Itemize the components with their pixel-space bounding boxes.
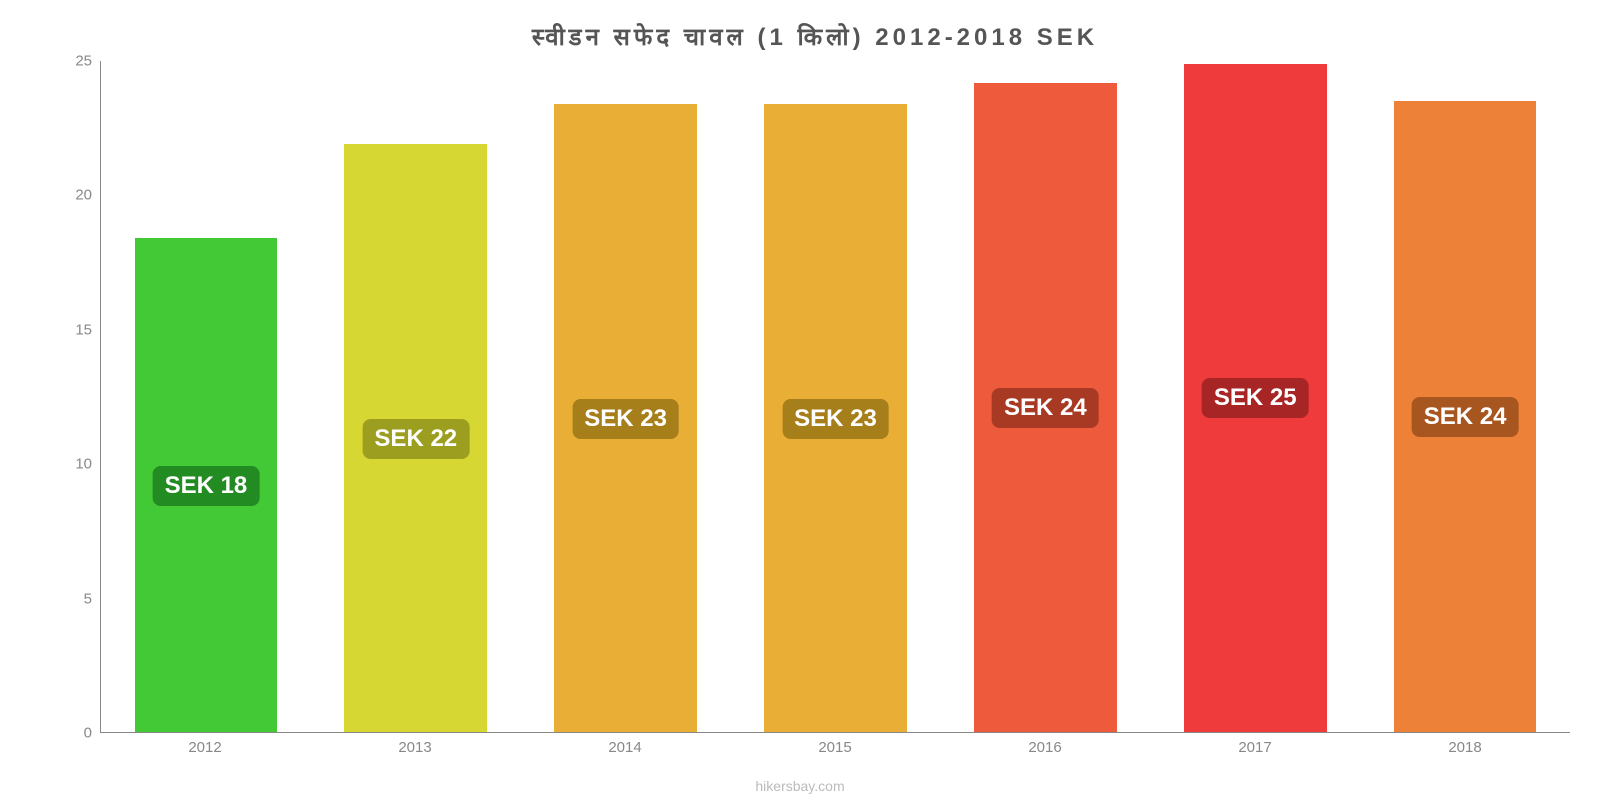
bar: SEK 23 <box>764 104 907 733</box>
bar-value-label: SEK 18 <box>153 466 260 506</box>
x-tick-label: 2013 <box>310 739 520 756</box>
x-tick-label: 2018 <box>1360 739 1570 756</box>
x-axis-labels: 2012201320142015201620172018 <box>100 733 1570 761</box>
bar-slot: SEK 24 <box>1360 61 1570 733</box>
x-tick-label: 2014 <box>520 739 730 756</box>
y-tick-label: 25 <box>75 53 92 70</box>
chart-container: स्वीडन सफेद चावल (1 किलो) 2012-2018 SEK … <box>0 0 1600 800</box>
bars-area: SEK 18 SEK 22 SEK 23 SEK 23 SEK 24 SEK 25 SEK … <box>100 61 1570 733</box>
y-tick-label: 10 <box>75 456 92 473</box>
x-tick-label: 2015 <box>730 739 940 756</box>
bar-slot: SEK 24 <box>940 61 1150 733</box>
x-tick-label: 2012 <box>100 739 310 756</box>
y-tick-label: 20 <box>75 187 92 204</box>
y-tick-label: 0 <box>84 725 92 742</box>
bar: SEK 25 <box>1184 64 1327 733</box>
bar-value-label: SEK 23 <box>782 399 889 439</box>
bar-value-label: SEK 25 <box>1202 378 1309 418</box>
bar-slot: SEK 18 <box>101 61 311 733</box>
bar: SEK 18 <box>135 238 278 733</box>
bar-slot: SEK 25 <box>1150 61 1360 733</box>
x-tick-label: 2016 <box>940 739 1150 756</box>
bar-slot: SEK 23 <box>521 61 731 733</box>
bar-value-label: SEK 22 <box>362 419 469 459</box>
bar: SEK 23 <box>554 104 697 733</box>
bar-value-label: SEK 24 <box>992 388 1099 428</box>
bar-value-label: SEK 23 <box>572 399 679 439</box>
bar-slot: SEK 22 <box>311 61 521 733</box>
chart-title: स्वीडन सफेद चावल (1 किलो) 2012-2018 SEK <box>60 20 1570 53</box>
y-tick-label: 15 <box>75 321 92 338</box>
bar-value-label: SEK 24 <box>1412 397 1519 437</box>
y-axis: 0510152025 <box>60 61 100 733</box>
attribution-text: hikersbay.com <box>0 778 1600 794</box>
baseline <box>100 732 1570 733</box>
y-tick-label: 5 <box>84 590 92 607</box>
plot-area: 0510152025 SEK 18SEK 22SEK 23SEK 23SEK 2… <box>60 61 1570 761</box>
bar: SEK 24 <box>974 83 1117 733</box>
bar: SEK 24 <box>1394 101 1537 733</box>
bar-slot: SEK 23 <box>731 61 941 733</box>
bar: SEK 22 <box>344 144 487 733</box>
x-tick-label: 2017 <box>1150 739 1360 756</box>
